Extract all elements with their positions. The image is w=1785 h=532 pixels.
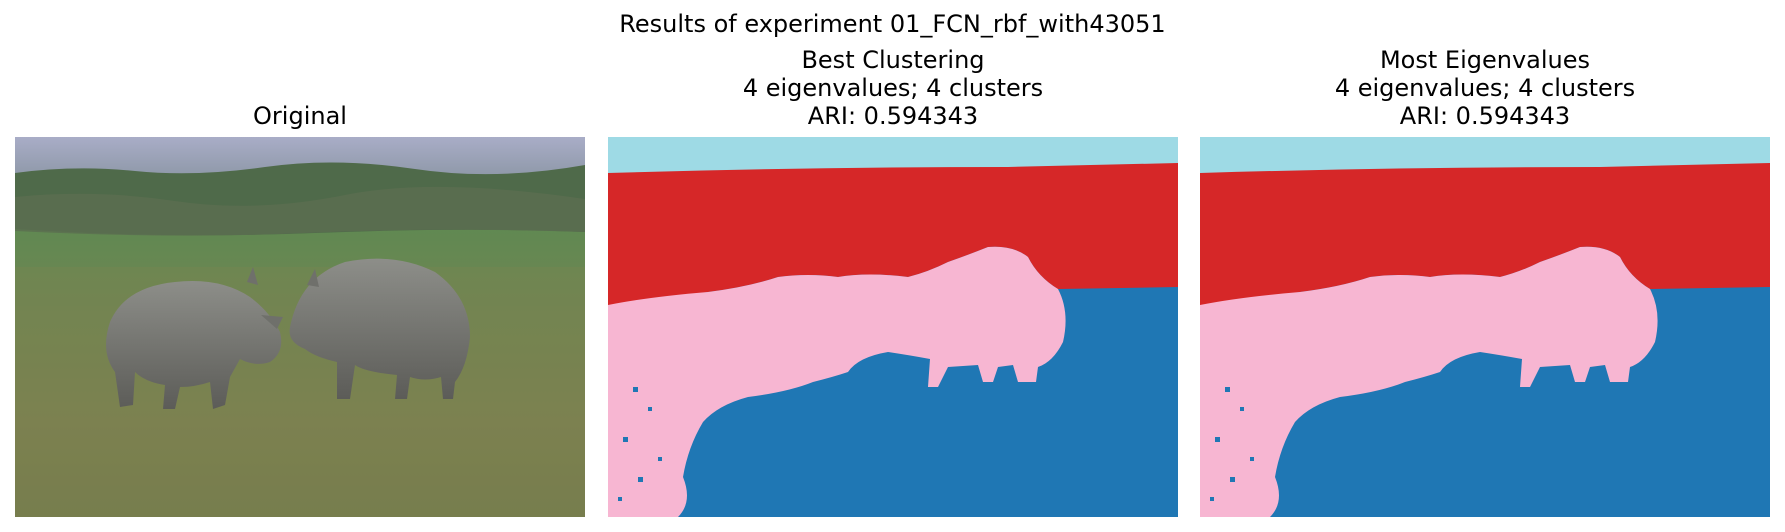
panel-title-line: ARI: 0.594343 [1399,102,1571,130]
panel-title-line: 4 eigenvalues; 4 clusters [1334,74,1636,102]
original-photo [15,137,585,517]
panel-most-eigenvalues: Most Eigenvalues 4 eigenvalues; 4 cluste… [1200,0,1770,532]
panel-title-best-clustering: Best Clustering 4 eigenvalues; 4 cluster… [608,46,1178,130]
panel-title-line: ARI: 0.594343 [807,102,979,130]
panel-title-line: Most Eigenvalues [1379,46,1591,74]
cluster-map-most-eigenvalues [1200,137,1770,517]
panel-title-line: 4 eigenvalues; 4 clusters [742,74,1044,102]
cluster-region-band [608,163,1178,307]
panel-best-clustering: Best Clustering 4 eigenvalues; 4 cluster… [608,0,1178,532]
panel-title-line: Best Clustering [801,46,985,74]
cluster-region-band [1200,163,1770,307]
cluster-region-rhinos [608,246,1066,517]
figure-suptitle: Results of experiment 01_FCN_rbf_with430… [619,10,1166,38]
panel-title-original: Original [15,102,585,130]
cluster-region-rhinos [1200,246,1658,517]
panel-title-most-eigenvalues: Most Eigenvalues 4 eigenvalues; 4 cluste… [1200,46,1770,130]
panel-title-line: Original [253,102,347,130]
cluster-map-best [608,137,1178,517]
panel-original: Original [15,0,585,532]
